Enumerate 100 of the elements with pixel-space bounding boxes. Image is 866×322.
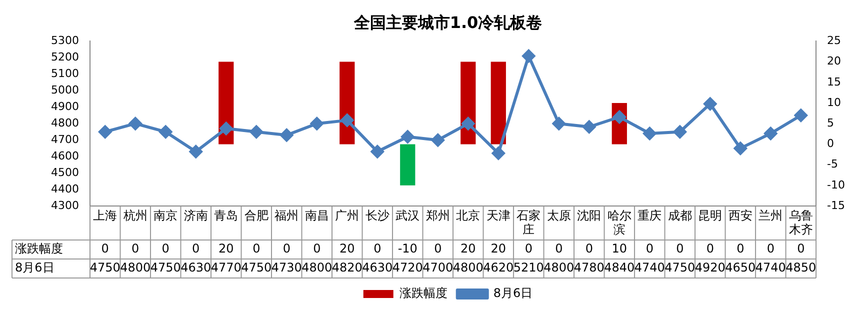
data-label: 4730 — [271, 260, 302, 275]
data-label: 20 — [490, 242, 506, 256]
legend-label: 8月6日 — [493, 286, 533, 300]
point — [582, 120, 596, 134]
x-tick-label: 天津 — [486, 208, 510, 222]
y-tick-label: 5100 — [50, 67, 79, 80]
x-tick-label: 西安 — [728, 208, 752, 222]
data-label: 10 — [612, 242, 628, 256]
data-label: 0 — [766, 242, 774, 256]
data-label: 4800 — [302, 260, 332, 275]
x-tick-label: 成都 — [668, 208, 692, 222]
point — [492, 146, 505, 160]
x-tick-label: 杭州 — [122, 208, 148, 222]
data-label: 20 — [218, 242, 234, 256]
data-label: 0 — [706, 242, 714, 256]
data-label: 4780 — [574, 260, 604, 275]
data-label: 5210 — [513, 260, 544, 275]
data-label: 0 — [132, 242, 140, 256]
x-tick-label: 哈尔滨 — [607, 208, 632, 237]
y2-tick-label: 10 — [827, 96, 842, 109]
data-label: 4820 — [332, 260, 362, 275]
x-tick-label: 武汉 — [396, 208, 420, 222]
point — [220, 122, 233, 136]
point — [673, 125, 686, 138]
data-label: 4750 — [664, 260, 696, 275]
x-tick-label: 南京 — [154, 208, 178, 222]
data-label: 4740 — [634, 260, 665, 275]
data-label: 4800 — [544, 260, 574, 275]
x-tick-label: 长沙 — [365, 208, 390, 222]
data-label: 4620 — [483, 260, 514, 275]
x-tick-label: 石家庄 — [516, 208, 541, 237]
x-tick-label: 昆明 — [698, 208, 722, 222]
point — [401, 130, 414, 144]
point — [552, 117, 566, 130]
data-label: 4920 — [694, 260, 726, 275]
data-label: 0 — [101, 242, 109, 256]
point — [280, 128, 294, 142]
data-label: 0 — [585, 242, 593, 256]
point — [159, 125, 172, 138]
data-label: 0 — [252, 242, 260, 256]
bar — [340, 62, 355, 144]
point — [643, 126, 656, 140]
bar — [400, 144, 416, 186]
x-tick-label: 合肥 — [244, 208, 268, 222]
data-label: 0 — [797, 242, 805, 256]
point — [462, 117, 475, 130]
y2-tick-label: 5 — [827, 116, 834, 130]
y2-tick-label: -10 — [827, 178, 845, 192]
data-label: 20 — [339, 242, 355, 256]
data-label: 0 — [192, 242, 200, 256]
text: 8月6日 — [15, 260, 54, 275]
data-label: 4840 — [604, 260, 635, 275]
y-tick-label: 4300 — [50, 198, 79, 212]
y2-tick-label: -5 — [827, 158, 838, 171]
point — [250, 125, 263, 138]
y-tick-label: 5200 — [50, 50, 79, 64]
y-tick-label: 5300 — [50, 34, 79, 48]
point — [310, 117, 324, 130]
data-label: 4800 — [120, 260, 151, 275]
point — [189, 145, 202, 158]
point — [370, 145, 384, 158]
point — [764, 126, 778, 140]
data-label: 0 — [162, 242, 170, 256]
y-tick-label: 5000 — [50, 84, 79, 96]
x-tick-label: 南昌 — [304, 208, 329, 222]
x-tick-label: 北京 — [456, 208, 480, 222]
point — [794, 108, 808, 122]
bar — [490, 62, 506, 144]
y-tick-label: 4800 — [50, 116, 79, 130]
point — [340, 114, 354, 127]
data-label: 0 — [434, 242, 442, 256]
legend-label: 涨跌幅度 — [399, 286, 448, 300]
y-tick-label: 4600 — [50, 149, 79, 162]
data-label: 4800 — [452, 260, 484, 275]
x-tick-label: 郑州 — [426, 208, 450, 222]
data-label: 4770 — [210, 260, 242, 275]
y2-tick-label: 0 — [827, 137, 834, 150]
y2-tick-label: 15 — [827, 75, 842, 88]
data-label: 0 — [646, 242, 654, 256]
x-tick-label: 兰州 — [758, 208, 783, 222]
x-tick-label: 上海 — [93, 208, 118, 222]
point — [734, 142, 747, 155]
x-tick-label: 济南 — [184, 208, 208, 222]
data-label: 4740 — [755, 260, 786, 275]
point — [522, 50, 536, 63]
y2-tick-label: -15 — [827, 198, 845, 212]
data-label: 4700 — [422, 260, 454, 275]
data-label: 4750 — [90, 260, 120, 275]
x-tick-label: 青岛 — [214, 208, 238, 222]
x-tick-label: 重庆 — [638, 208, 662, 222]
x-tick-label: 福州 — [274, 208, 299, 222]
data-label: 0 — [313, 242, 321, 256]
text: 涨跌幅度 — [15, 242, 63, 256]
x-tick-label: 太原 — [546, 208, 571, 222]
data-label: 4630 — [362, 260, 393, 275]
data-label: 0 — [524, 242, 532, 256]
y2-tick-label: 25 — [827, 34, 842, 48]
data-label: 0 — [374, 242, 382, 256]
data-label: 20 — [460, 242, 476, 256]
y-tick-label: 4900 — [50, 100, 79, 113]
